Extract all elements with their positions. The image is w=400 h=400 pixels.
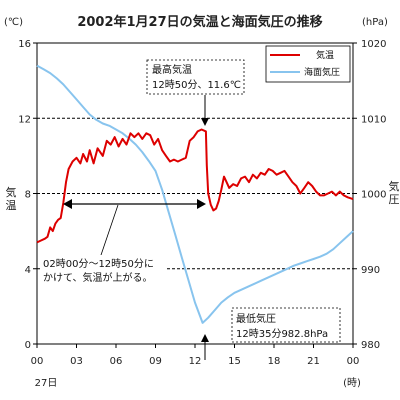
annotation-max-temp-box: [146, 59, 245, 95]
annotation-min-pressure-box: [231, 307, 341, 343]
x-tick-label: 06: [110, 356, 123, 367]
legend-label-temperature: 気温: [316, 49, 334, 61]
annotation-rise-line2: かけて、気温が上がる。: [43, 271, 153, 284]
x-tick-label: 12: [189, 356, 202, 367]
x-axis-ticks: 00 03 06 09 12 15 18 21 00: [31, 344, 360, 367]
right-tick-label: 1010: [361, 114, 386, 125]
annotation-min-pressure: 最低気圧 12時35分982.8hPa: [201, 307, 341, 360]
annotation-rise-range: 02時00分〜12時50分に かけて、気温が上がる。: [41, 199, 206, 287]
x-tick-label: 21: [307, 356, 320, 367]
x-tick-label: 03: [70, 356, 83, 367]
chart-title: 2002年1月27日の気温と海面気圧の推移: [77, 14, 322, 30]
x-day-label: 27日: [35, 378, 58, 389]
rise-range-text-bg: [41, 255, 165, 287]
right-axis-unit: (hPa): [362, 17, 388, 28]
legend-box: [265, 45, 351, 83]
left-tick-label: 16: [18, 39, 31, 50]
annotation-min-pressure-line2: 12時35分982.8hPa: [236, 328, 328, 340]
annotation-max-temp: 最高気温 12時50分、11.6℃: [146, 59, 245, 126]
left-tick-label: 12: [18, 114, 31, 125]
left-axis-label-char-2: 温: [6, 199, 17, 212]
annotation-min-pressure-arrowhead: [201, 334, 209, 342]
right-tick-label: 1020: [361, 39, 386, 50]
left-axis-unit: (℃): [4, 17, 23, 28]
right-tick-label: 980: [361, 340, 380, 351]
left-tick-label: 0: [25, 340, 31, 351]
left-axis-label-char-1: 気: [6, 185, 17, 199]
rise-range-leader: [99, 204, 119, 259]
right-tick-label: 990: [361, 265, 380, 276]
left-tick-label: 4: [25, 265, 31, 276]
x-tick-label: 15: [228, 356, 241, 367]
annotation-max-temp-line2: 12時50分、11.6℃: [152, 79, 241, 91]
x-tick-label: 00: [347, 356, 360, 367]
legend-label-pressure: 海面気圧: [304, 66, 340, 78]
x-tick-label: 00: [31, 356, 44, 367]
x-tick-label: 18: [268, 356, 281, 367]
annotation-max-temp-line1: 最高気温: [152, 63, 192, 76]
x-tick-label: 09: [149, 356, 162, 367]
left-tick-label: 8: [25, 190, 31, 201]
right-tick-label: 1000: [361, 190, 386, 201]
right-axis-label-char-1: 気: [389, 179, 400, 193]
legend: 気温 海面気圧: [265, 45, 351, 83]
right-axis-label-char-2: 圧: [389, 193, 400, 206]
left-axis-ticks: 0 4 8 12 16: [18, 39, 37, 351]
x-unit-label: (時): [343, 377, 361, 389]
annotation-max-temp-arrowhead: [201, 118, 209, 126]
rise-range-arrowhead-right: [197, 199, 206, 209]
pressure-line: [36, 64, 354, 324]
annotation-min-pressure-line1: 最低気圧: [236, 312, 276, 325]
right-axis-ticks: 980 990 1000 1010 1020: [353, 39, 386, 351]
annotation-rise-line1: 02時00分〜12時50分に: [43, 258, 154, 270]
rise-range-arrowhead-left: [63, 199, 72, 209]
temperature-line: [36, 128, 354, 244]
